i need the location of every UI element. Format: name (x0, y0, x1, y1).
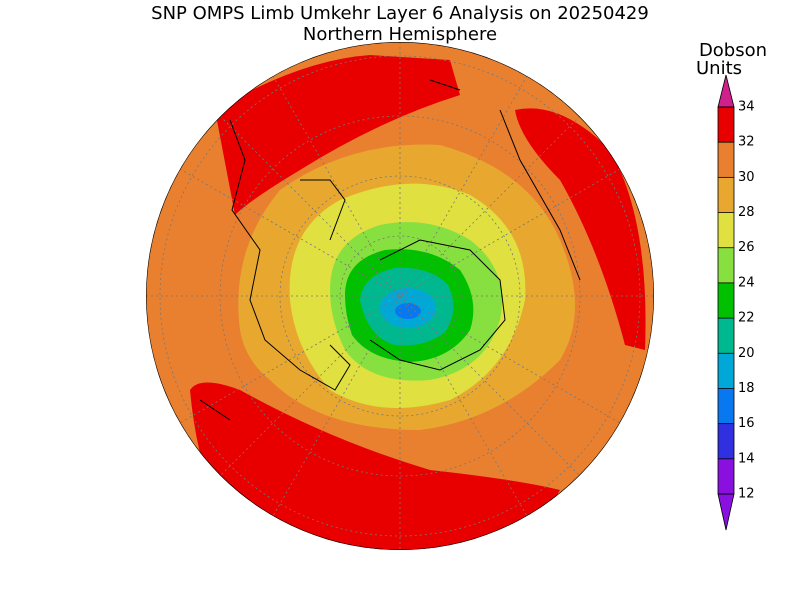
colorbar-label: Units (696, 58, 742, 79)
colorbar-segment (718, 247, 734, 283)
colorbar-segment (718, 353, 734, 389)
colorbar-segment (718, 282, 734, 319)
title: SNP OMPS Limb Umkehr Layer 6 Analysis on… (151, 3, 649, 24)
polar-map (146, 42, 654, 550)
colorbar-tick-label: 34 (738, 100, 755, 115)
colorbar-segment (718, 388, 734, 424)
colorbar-tick-label: 28 (738, 205, 755, 220)
colorbar: 12 14 16 18 20 22 24 26 28 30 32 34 (717, 74, 755, 531)
colorbar-tick-label: 32 (738, 135, 755, 150)
colorbar-tick-label: 20 (738, 346, 755, 361)
colorbar-segment (718, 458, 734, 494)
colorbar-tick-label: 18 (738, 381, 755, 396)
colorbar-label: Dobson (699, 40, 767, 61)
colorbar-tick-label: 14 (738, 451, 755, 466)
colorbar-tick-label: 30 (738, 170, 755, 185)
colorbar-segment (718, 177, 734, 213)
subtitle: Northern Hemisphere (303, 24, 497, 45)
colorbar-tick-label: 24 (738, 275, 755, 290)
colorbar-segment (718, 212, 734, 248)
colorbar-segment (718, 107, 734, 143)
colorbar-segment (718, 318, 734, 354)
colorbar-tick-label: 12 (738, 487, 755, 502)
colorbar-segment (718, 423, 734, 459)
colorbar-tick-label: 22 (738, 311, 755, 326)
colorbar-tick-label: 26 (738, 240, 755, 255)
colorbar-tick-label: 16 (738, 416, 755, 431)
colorbar-segment (718, 142, 734, 178)
colorbar-under (717, 493, 735, 531)
colorbar-over (717, 74, 735, 108)
